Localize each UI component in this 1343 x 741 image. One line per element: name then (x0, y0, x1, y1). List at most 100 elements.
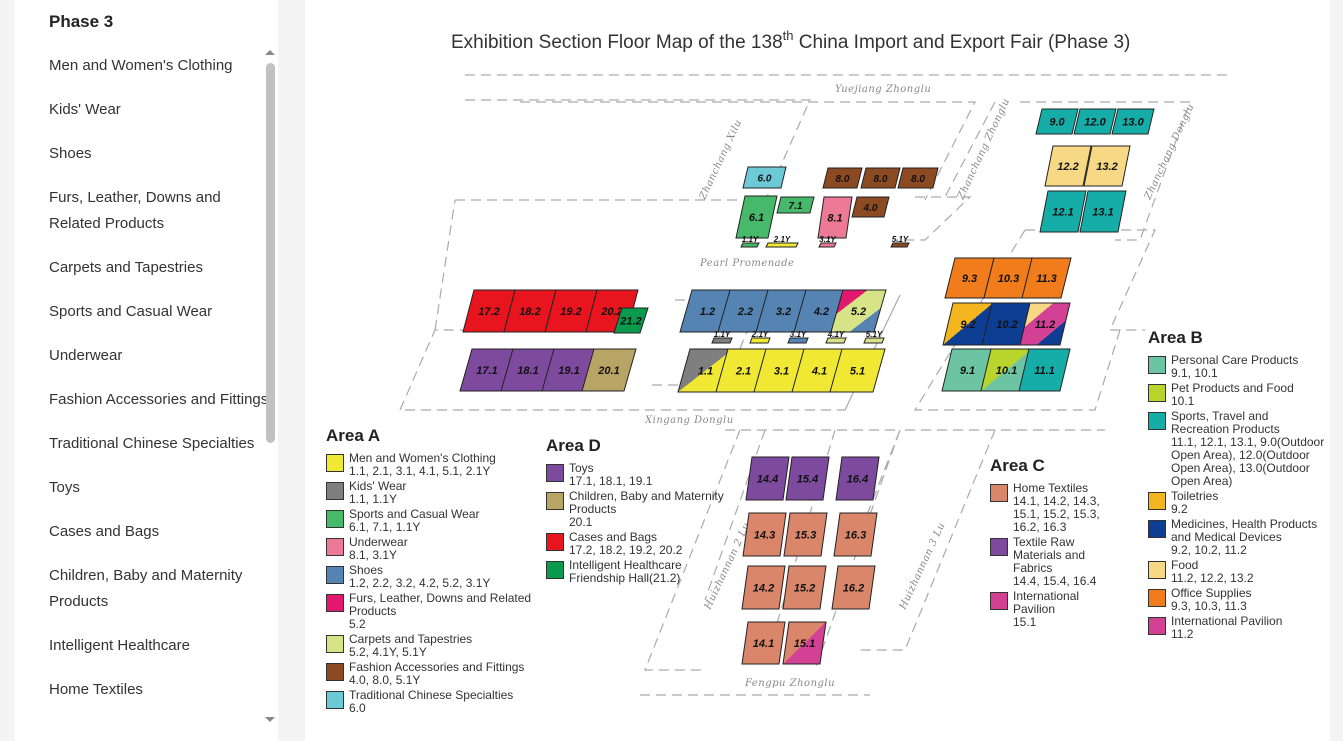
sidebar-item[interactable]: Traditional Chinese Specialties (49, 435, 255, 452)
hall-label: 14.3 (754, 530, 775, 542)
sidebar-item[interactable]: Shoes (49, 145, 92, 162)
hall-14-2[interactable] (741, 565, 786, 610)
sidebar-item[interactable]: Intelligent Healthcare (49, 637, 190, 654)
hall-16-3[interactable] (833, 512, 878, 557)
legend-label: Traditional Chinese Specialties (349, 688, 514, 702)
hall-2-1Y[interactable] (749, 337, 771, 344)
hall-8-0[interactable] (822, 167, 863, 189)
sidebar-item[interactable]: Home Textiles (49, 681, 143, 698)
sidebar-item[interactable]: Toys (49, 479, 80, 496)
hall-label: 6.0 (758, 174, 772, 185)
scroll-up-icon[interactable] (265, 50, 275, 55)
legend-label: Shoes (349, 563, 384, 577)
hall-3-1Y[interactable] (787, 337, 809, 344)
sidebar-item[interactable]: Carpets and Tapestries (49, 259, 203, 276)
hall-12-2[interactable] (1044, 145, 1092, 187)
hall-label: 20.2 (600, 306, 622, 318)
hall-15-2[interactable] (782, 565, 827, 610)
hall-label: 3.1 (774, 366, 789, 378)
hall-8-0[interactable] (860, 167, 901, 189)
sidebar-item[interactable]: Fashion Accessories and Fittings (49, 391, 269, 408)
legend-item: Food 11.2, 12.2, 13.2 (1148, 559, 1328, 585)
scrollbar[interactable] (265, 48, 277, 728)
hall-3-1Y[interactable] (818, 242, 837, 248)
hall-label: 8.0 (836, 174, 850, 185)
hall-16-2[interactable] (831, 565, 876, 610)
hall-label: 15.2 (794, 583, 815, 595)
hall-4-1Y[interactable] (825, 337, 847, 344)
hall-5-2[interactable] (830, 289, 887, 333)
hall-label: 2.1Y (751, 330, 769, 339)
hall-11-2[interactable] (1019, 302, 1071, 346)
hall-20-1[interactable] (581, 348, 637, 392)
hall-11-1[interactable] (1018, 348, 1071, 392)
hall-label: 16.4 (847, 474, 868, 486)
hall-label: 12.1 (1052, 207, 1073, 219)
hall-6-1[interactable] (735, 195, 778, 239)
hall-label: 4.1 (811, 366, 827, 378)
scroll-thumb[interactable] (266, 63, 275, 443)
legend-label: Cases and Bags (569, 530, 658, 544)
legend-swatch (1148, 384, 1166, 402)
hall-13-2[interactable] (1083, 145, 1131, 187)
legend-halls: 6.1, 7.1, 1.1Y (349, 520, 421, 534)
legend-item: Textile Raw Materials and Fabrics 14.4, 1… (990, 536, 1100, 588)
hall-9-0[interactable] (1035, 108, 1079, 135)
hall-5-1Y[interactable] (863, 337, 885, 344)
hall-14-3[interactable] (742, 512, 787, 557)
legend-halls: 9.2 (1171, 502, 1188, 516)
hall-5-1Y[interactable] (890, 242, 910, 248)
legend-area-a: Area A Men and Women's Clothing 1.1, 2.1, … (326, 426, 541, 717)
hall-4-0[interactable] (851, 196, 890, 218)
hall-8-0[interactable] (897, 167, 939, 189)
hall-12-0[interactable] (1073, 108, 1117, 135)
sidebar-item[interactable]: Furs, Leather, Downs and Related Product… (49, 189, 221, 232)
hall-5-1[interactable] (829, 348, 886, 393)
legend-halls: 5.2, 4.1Y, 5.1Y (349, 645, 427, 659)
hall-16-4[interactable] (835, 456, 880, 501)
hall-13-0[interactable] (1111, 108, 1155, 135)
hall-label: 17.2 (478, 306, 499, 318)
hall-label: 13.1 (1092, 207, 1113, 219)
hall-13-1[interactable] (1079, 190, 1127, 233)
sidebar-item[interactable]: Cases and Bags (49, 523, 160, 540)
hall-12-1[interactable] (1039, 190, 1087, 233)
hall-15-3[interactable] (783, 512, 828, 557)
legend-label: Fashion Accessories and Fittings (349, 660, 525, 674)
hall-1-1Y[interactable] (740, 242, 760, 248)
sidebar-item[interactable]: Children, Baby and Maternity Products (49, 567, 243, 610)
hall-7-1[interactable] (776, 196, 815, 214)
sidebar-item[interactable]: Sports and Casual Wear (49, 303, 213, 320)
legend-item: Intelligent Healthcare Friendship Hall(2… (546, 559, 726, 585)
legend-halls: 15.1 (1013, 615, 1037, 629)
legend-swatch (1148, 617, 1166, 635)
hall-15-1[interactable] (782, 621, 827, 665)
hall-14-4[interactable] (745, 456, 790, 501)
legend-label: Intelligent Healthcare Friendship Hall(2… (569, 558, 682, 585)
legend-halls: 5.2 (349, 617, 366, 631)
legend-swatch (990, 592, 1008, 610)
hall-label: 6.1 (749, 212, 764, 224)
hall-label: 3.2 (776, 306, 791, 318)
hall-1-1Y[interactable] (711, 337, 733, 344)
road-label: Yuejiang Zhonglu (835, 84, 931, 95)
legend-halls: 1.1, 2.1, 3.1, 4.1, 5.1, 2.1Y (349, 464, 491, 478)
hall-label: 9.2 (960, 319, 975, 331)
hall-15-4[interactable] (785, 456, 830, 501)
hall-14-1[interactable] (741, 621, 786, 665)
legend-swatch (1148, 412, 1166, 430)
legend-label: Underwear (349, 535, 408, 549)
hall-8-1[interactable] (817, 196, 853, 239)
hall-21-2[interactable] (613, 307, 649, 334)
sidebar-item[interactable]: Kids' Wear (49, 101, 121, 118)
legend-item: Men and Women's Clothing 1.1, 2.1, 3.1, 4… (326, 452, 541, 478)
sidebar-item[interactable]: Underwear (49, 347, 123, 364)
scroll-down-icon[interactable] (265, 717, 275, 722)
hall-11-3[interactable] (1021, 257, 1072, 299)
sidebar-item[interactable]: Men and Women's Clothing (49, 57, 233, 74)
hall-label: 10.2 (996, 319, 1017, 331)
legend-item: International Pavilion 11.2 (1148, 615, 1328, 641)
floor-map: Exhibition Section Floor Map of the 138t… (399, 28, 1230, 696)
hall-6-0[interactable] (742, 166, 787, 189)
hall-2-1Y[interactable] (765, 242, 799, 248)
